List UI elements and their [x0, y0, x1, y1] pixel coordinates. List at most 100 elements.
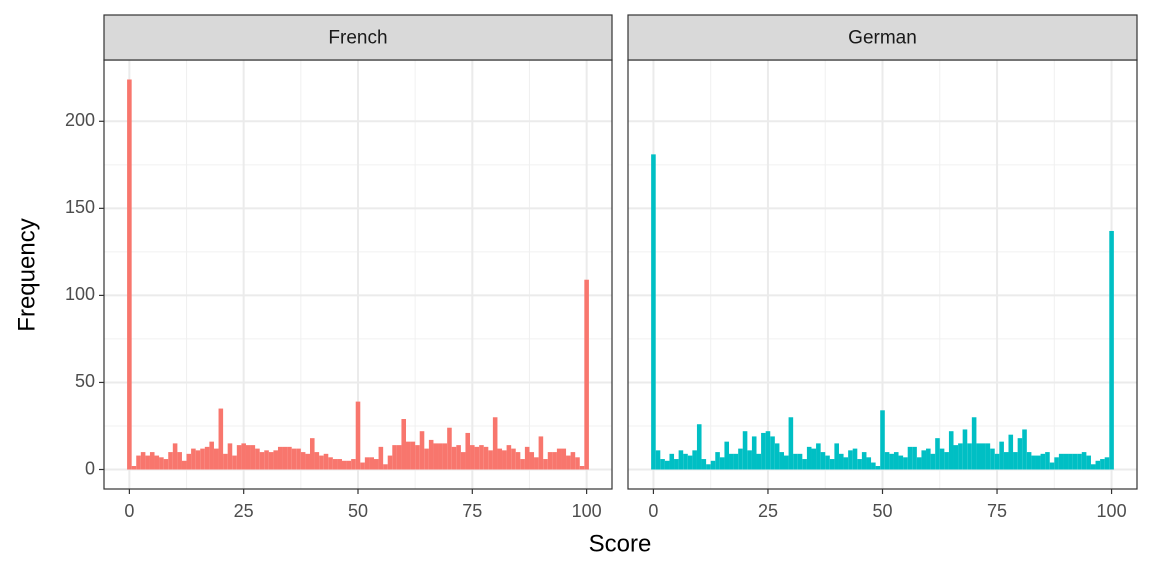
bar	[575, 457, 580, 470]
bar	[383, 464, 388, 470]
bar	[479, 445, 484, 470]
y-tick-label: 0	[85, 458, 95, 478]
bar	[543, 459, 548, 470]
bar	[483, 446, 489, 470]
bar	[770, 436, 775, 470]
bar	[994, 453, 1000, 470]
bar	[761, 432, 766, 470]
bar	[898, 455, 904, 470]
bar	[1022, 429, 1027, 470]
bar	[1072, 453, 1078, 470]
bar	[287, 446, 292, 470]
bar	[529, 452, 535, 470]
bar	[465, 432, 471, 470]
bar	[926, 448, 931, 470]
bar	[655, 450, 661, 470]
bar	[392, 445, 397, 470]
bar	[245, 445, 251, 470]
bar	[200, 448, 205, 470]
bar	[456, 445, 461, 470]
bar	[154, 455, 160, 470]
bar	[939, 448, 945, 470]
bar	[1090, 464, 1096, 470]
bar	[733, 453, 739, 470]
bar	[724, 441, 730, 470]
bar	[584, 279, 589, 470]
bar	[903, 457, 908, 470]
bar	[820, 452, 826, 470]
bar	[570, 452, 576, 470]
bar	[424, 448, 429, 470]
bar	[981, 443, 986, 470]
bar	[893, 452, 899, 470]
bar	[474, 446, 480, 470]
x-tick-label: 25	[758, 501, 778, 521]
bar	[255, 448, 260, 470]
bar	[127, 79, 132, 470]
bar	[337, 459, 342, 470]
bar	[140, 452, 146, 470]
bar	[460, 452, 466, 470]
bar	[999, 441, 1004, 470]
bar	[305, 453, 310, 470]
bar	[834, 443, 839, 470]
bar	[314, 452, 320, 470]
bar	[715, 452, 720, 470]
bar	[948, 431, 954, 470]
bar	[291, 448, 297, 470]
bar	[788, 417, 794, 470]
bar	[406, 441, 411, 470]
x-tick-label: 100	[572, 501, 602, 521]
bar	[838, 453, 844, 470]
bar	[1081, 452, 1087, 470]
bar	[332, 459, 338, 470]
bar	[1040, 453, 1046, 470]
bar	[149, 452, 155, 470]
bar	[843, 457, 849, 470]
bar	[660, 459, 665, 470]
bar	[866, 457, 872, 470]
bar	[719, 457, 725, 470]
bar	[1054, 457, 1059, 470]
bar	[967, 443, 972, 470]
bar	[990, 448, 995, 470]
bar	[387, 455, 393, 470]
bar	[369, 457, 375, 470]
bar	[282, 446, 288, 470]
y-tick-label: 100	[65, 284, 95, 304]
y-tick-label: 200	[65, 110, 95, 130]
bar	[696, 424, 702, 470]
bar	[1058, 453, 1064, 470]
y-tick-label: 50	[75, 371, 95, 391]
bar	[227, 443, 233, 470]
bar	[204, 446, 210, 470]
strip	[627, 14, 1138, 61]
bar	[264, 450, 269, 470]
strip	[103, 14, 613, 61]
bar	[524, 446, 530, 470]
bar	[1045, 452, 1050, 470]
bar	[1013, 452, 1018, 470]
bar	[944, 452, 949, 470]
bar	[829, 459, 835, 470]
bar	[687, 455, 693, 470]
bar	[360, 462, 365, 470]
bar	[410, 441, 416, 470]
bar	[186, 453, 192, 470]
bar	[912, 446, 917, 470]
bar	[683, 453, 688, 470]
bar	[433, 443, 439, 470]
bar	[765, 431, 771, 470]
bar	[497, 448, 503, 470]
bar	[930, 453, 936, 470]
bar	[250, 445, 256, 470]
bar	[751, 436, 757, 470]
bar	[442, 443, 448, 470]
bar	[511, 448, 516, 470]
bar	[779, 452, 784, 470]
bar	[907, 446, 913, 470]
bar	[678, 450, 684, 470]
bar	[488, 450, 493, 470]
bar	[556, 448, 562, 470]
bar	[793, 453, 798, 470]
